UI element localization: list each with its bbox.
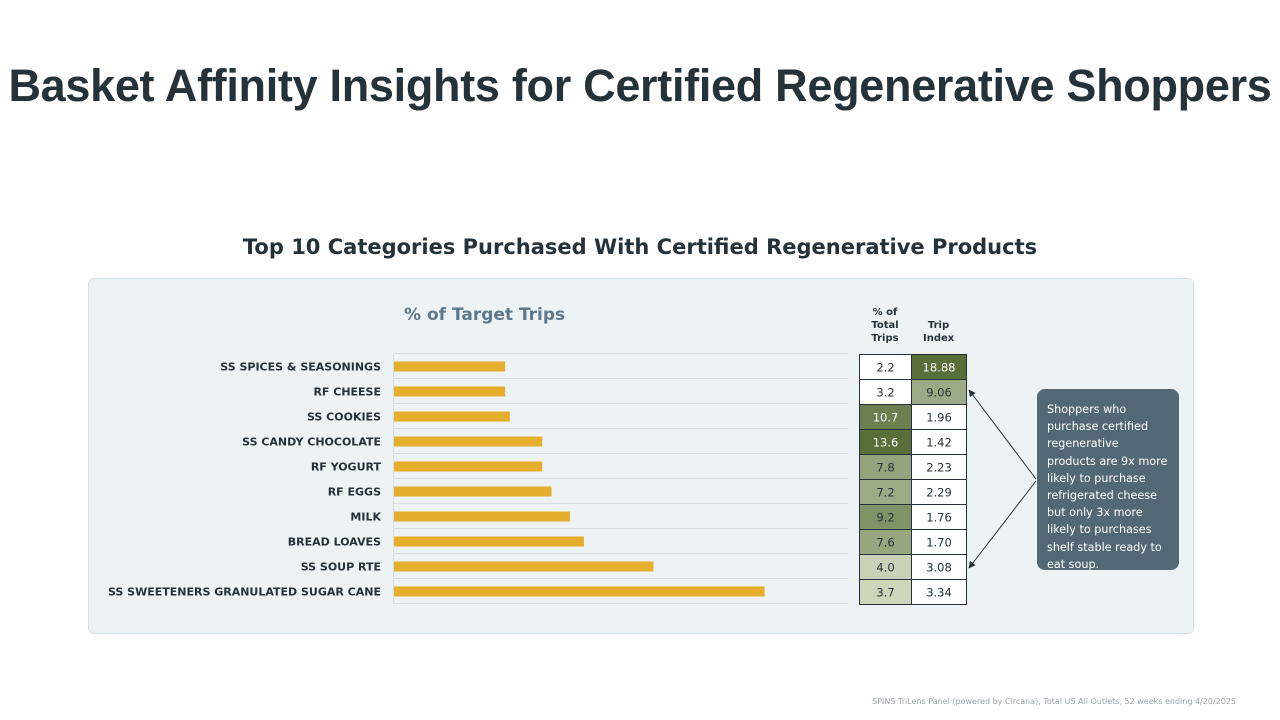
pct-value: 7.2 bbox=[876, 486, 894, 500]
index-value: 2.29 bbox=[926, 486, 952, 500]
bar bbox=[394, 511, 571, 522]
pct-cell bbox=[859, 404, 912, 430]
bar bbox=[394, 561, 654, 572]
index-value: 18.88 bbox=[923, 361, 956, 375]
table-header-trip-index: Trip Index bbox=[923, 320, 955, 344]
pct-cell bbox=[859, 529, 912, 555]
pct-value: 9.2 bbox=[876, 511, 894, 525]
pct-value: 2.2 bbox=[876, 361, 894, 375]
index-value: 1.42 bbox=[926, 436, 952, 450]
category-label: RF EGGS bbox=[328, 486, 381, 499]
bar bbox=[394, 586, 765, 597]
category-label: SS COOKIES bbox=[307, 411, 381, 424]
pct-cell bbox=[859, 429, 912, 455]
index-cell bbox=[911, 529, 967, 555]
category-label: MILK bbox=[350, 511, 381, 524]
pct-cell bbox=[859, 479, 912, 505]
insight-callout: Shoppers who purchase certified regenera… bbox=[1037, 389, 1179, 571]
callout-arrow-cheese bbox=[968, 389, 1037, 480]
index-cell bbox=[911, 404, 967, 430]
table-header-pct-total-trips: % of Total Trips bbox=[871, 307, 899, 344]
index-cell bbox=[911, 579, 967, 605]
chart-panel bbox=[88, 278, 1194, 634]
pct-cell bbox=[859, 354, 912, 380]
source-note: SPINS TriLens Panel (powered by Circana)… bbox=[872, 697, 1236, 706]
index-cell bbox=[911, 429, 967, 455]
pct-value: 4.0 bbox=[876, 561, 894, 575]
bar bbox=[394, 386, 506, 397]
bar bbox=[394, 361, 506, 372]
index-value: 9.06 bbox=[926, 386, 952, 400]
chart-title: Top 10 Categories Purchased With Certifi… bbox=[242, 235, 1038, 259]
bar bbox=[394, 436, 543, 447]
pct-value: 7.6 bbox=[876, 536, 894, 550]
bar bbox=[394, 536, 584, 547]
pct-cell bbox=[859, 554, 912, 580]
index-value: 1.76 bbox=[926, 511, 952, 525]
index-value: 3.08 bbox=[926, 561, 952, 575]
category-label: SS SWEETENERS GRANULATED SUGAR CANE bbox=[108, 586, 381, 599]
pct-value: 10.7 bbox=[873, 411, 899, 425]
page-title: Basket Affinity Insights for Certified R… bbox=[8, 60, 1272, 111]
category-label: SS SPICES & SEASONINGS bbox=[220, 361, 381, 374]
bar bbox=[394, 461, 543, 472]
pct-cell bbox=[859, 379, 912, 405]
index-cell bbox=[911, 479, 967, 505]
index-cell bbox=[911, 354, 967, 380]
category-label: SS SOUP RTE bbox=[301, 561, 381, 574]
index-cell bbox=[911, 379, 967, 405]
index-value: 1.96 bbox=[926, 411, 952, 425]
category-label: RF CHEESE bbox=[313, 386, 381, 399]
pct-value: 7.8 bbox=[876, 461, 894, 475]
pct-value: 3.2 bbox=[876, 386, 894, 400]
category-label: BREAD LOAVES bbox=[288, 536, 381, 549]
index-cell bbox=[911, 504, 967, 530]
index-value: 3.34 bbox=[926, 586, 952, 600]
index-cell bbox=[911, 454, 967, 480]
index-cell bbox=[911, 554, 967, 580]
bar bbox=[394, 486, 552, 497]
pct-cell bbox=[859, 579, 912, 605]
index-value: 1.70 bbox=[926, 536, 952, 550]
pct-value: 3.7 bbox=[876, 586, 894, 600]
series-label: % of Target Trips bbox=[404, 305, 565, 325]
category-label: RF YOGURT bbox=[311, 461, 382, 474]
callout-arrow-soup bbox=[968, 480, 1037, 569]
pct-value: 13.6 bbox=[873, 436, 899, 450]
bar bbox=[394, 411, 510, 422]
pct-cell bbox=[859, 454, 912, 480]
category-label: SS CANDY CHOCOLATE bbox=[242, 436, 381, 449]
index-value: 2.23 bbox=[926, 461, 952, 475]
